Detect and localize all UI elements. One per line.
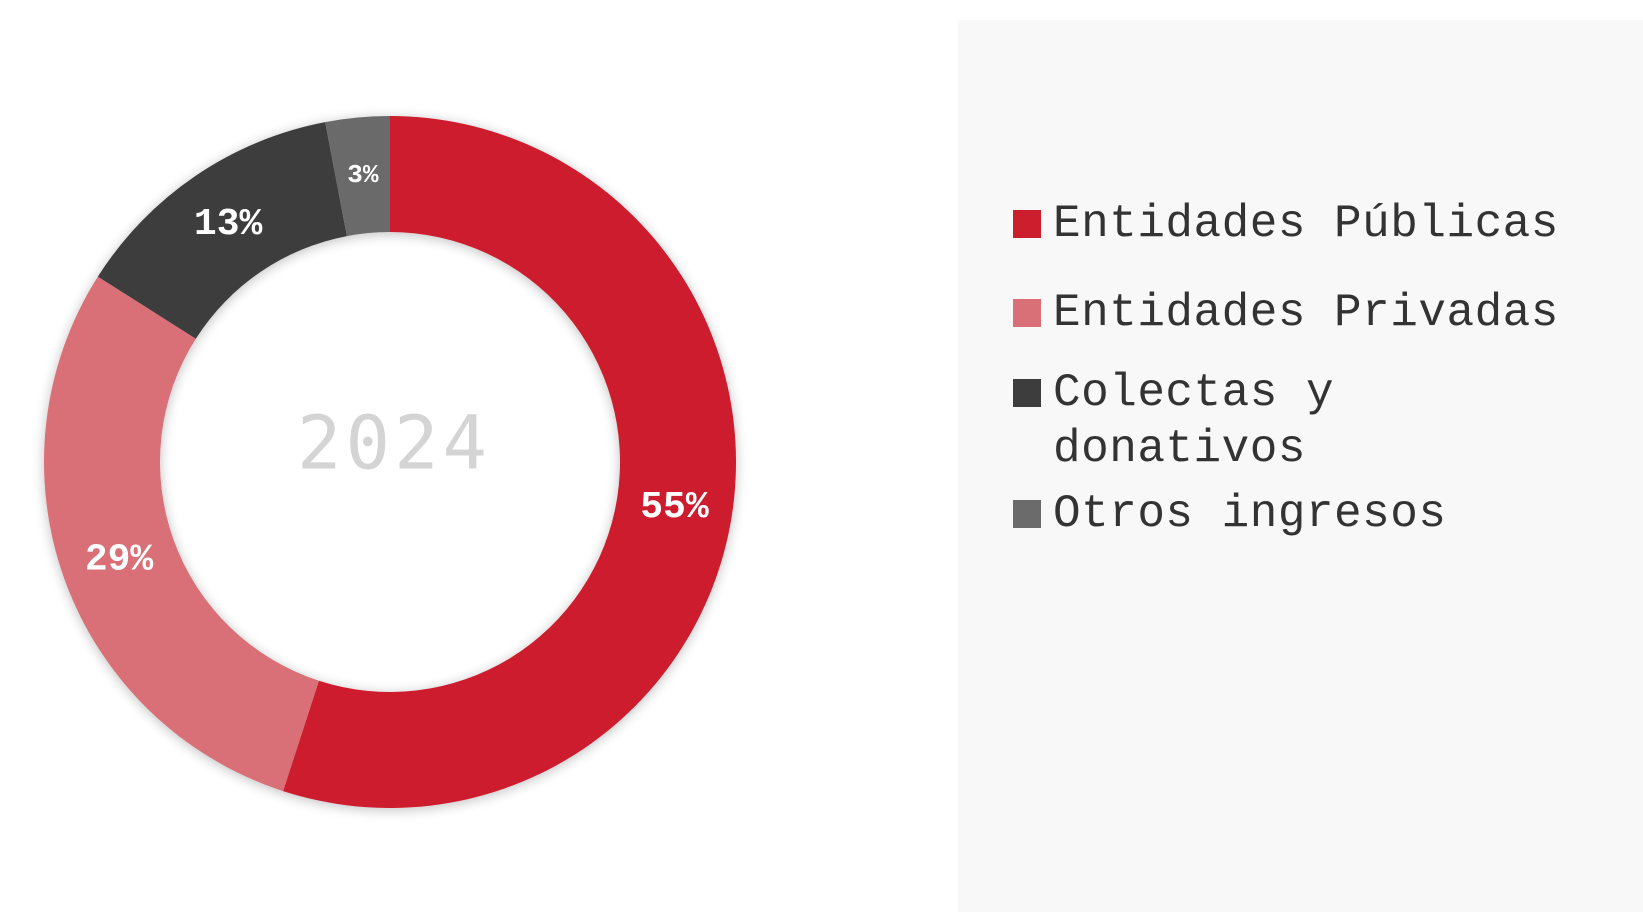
legend-panel: Entidades Públicas Entidades Privadas Co… bbox=[958, 20, 1643, 912]
slice-otros-ingresos bbox=[325, 116, 390, 237]
legend-label-otros-ingresos: Otros ingresos bbox=[1053, 488, 1447, 540]
legend-swatch-entidades-publicas bbox=[1013, 210, 1041, 238]
legend-swatch-entidades-privadas bbox=[1013, 299, 1041, 327]
legend-item-entidades-privadas: Entidades Privadas bbox=[1013, 285, 1643, 341]
legend-item-colectas-donativos: Colectas y donativos bbox=[1013, 365, 1643, 477]
donut-chart: 55% 29% 13% 3% 2024 bbox=[44, 116, 737, 809]
slice-label-entidades-publicas: 55% bbox=[640, 486, 709, 529]
legend-item-entidades-publicas: Entidades Públicas bbox=[1013, 196, 1643, 252]
legend-swatch-colectas-donativos bbox=[1013, 379, 1041, 407]
center-year-label: 2024 bbox=[297, 401, 491, 487]
legend-label-colectas-donativos: Colectas y donativos bbox=[1053, 367, 1335, 475]
legend-label-entidades-privadas: Entidades Privadas bbox=[1053, 287, 1559, 339]
slice-label-entidades-privadas: 29% bbox=[85, 539, 154, 582]
legend-label-entidades-publicas: Entidades Públicas bbox=[1053, 198, 1559, 250]
donut-slice-labels: 55% 29% 13% 3% bbox=[85, 160, 709, 581]
donut-slices bbox=[44, 116, 737, 809]
donut-chart-area: 55% 29% 13% 3% 2024 bbox=[0, 0, 800, 912]
legend-swatch-otros-ingresos bbox=[1013, 500, 1041, 528]
slice-entidades-publicas bbox=[283, 116, 737, 809]
slice-entidades-privadas bbox=[44, 276, 319, 792]
slice-label-otros-ingresos: 3% bbox=[347, 160, 379, 190]
slice-label-colectas-y-donativos: 13% bbox=[194, 203, 263, 246]
slice-colectas-y-donativos bbox=[97, 122, 347, 339]
legend-item-otros-ingresos: Otros ingresos bbox=[1013, 486, 1643, 542]
